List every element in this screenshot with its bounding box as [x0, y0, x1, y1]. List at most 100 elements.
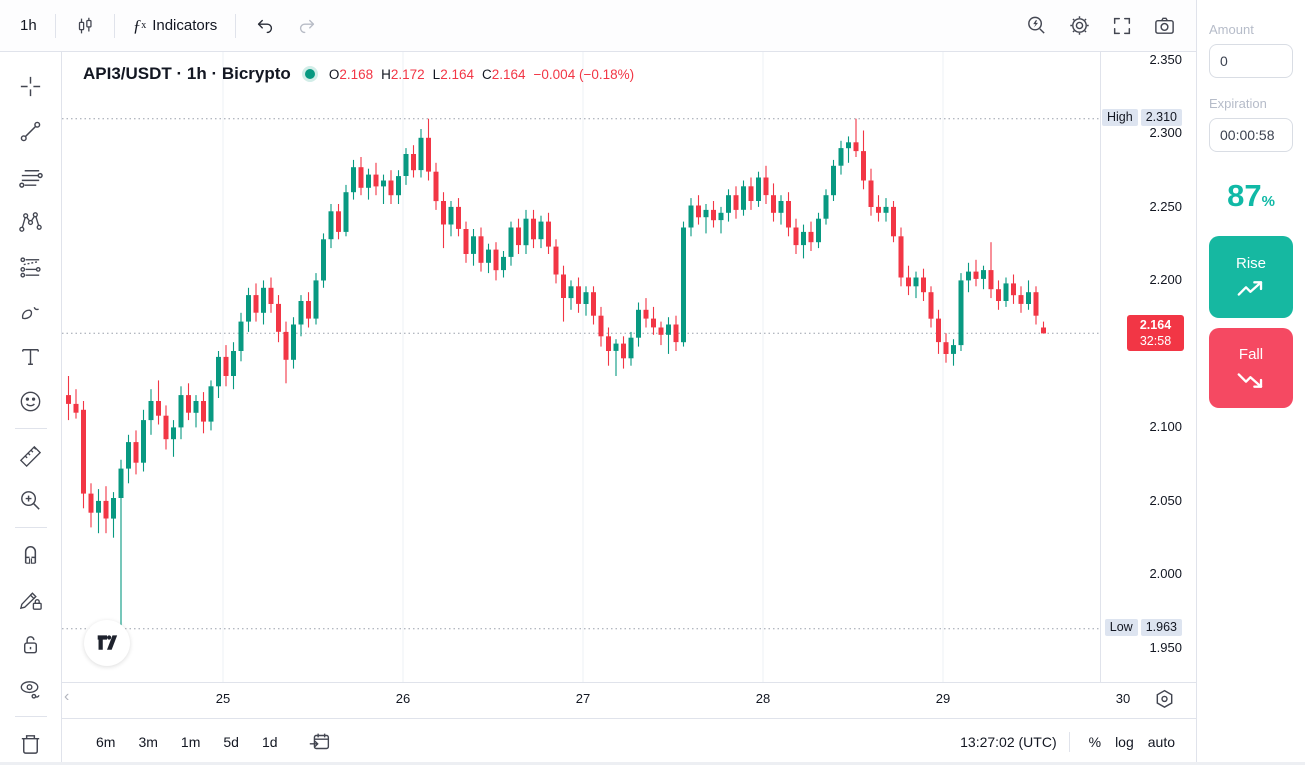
- price-tick: 2.100: [1149, 419, 1182, 435]
- bottom-toolbar: 6m 3m 1m 5d 1d 13:27:02 (UTC) % log auto: [62, 718, 1196, 765]
- last-price-badge: 2.164 32:58: [1127, 315, 1184, 352]
- fall-button[interactable]: Fall: [1209, 328, 1293, 408]
- high-label-chip: High: [1102, 109, 1138, 127]
- rise-button[interactable]: Rise: [1209, 236, 1293, 318]
- toolbar-collapse-handle[interactable]: ‹: [64, 688, 70, 705]
- price-axis[interactable]: 2.350 2.300 2.250 2.200 2.100 2.050 2.000 1.950: [1100, 52, 1196, 682]
- range-5d[interactable]: 5d: [215, 729, 247, 755]
- expiration-input[interactable]: [1209, 118, 1293, 152]
- range-6m[interactable]: 6m: [88, 729, 123, 755]
- tool-hide-all[interactable]: [9, 667, 53, 712]
- price-tick: 2.200: [1149, 272, 1182, 288]
- tool-ruler[interactable]: [9, 433, 53, 478]
- range-1m[interactable]: 1m: [173, 729, 208, 755]
- low-marker: Low 1.963: [1104, 619, 1182, 637]
- window-edge: [0, 762, 1305, 765]
- market-status-dot: [304, 69, 315, 79]
- trending-down-icon: [1236, 370, 1266, 390]
- high-value-chip: 2.310: [1140, 109, 1182, 127]
- tool-lock-all[interactable]: [9, 622, 53, 667]
- high-marker: High 2.310: [1102, 109, 1182, 127]
- time-tick: 27: [575, 691, 591, 706]
- trending-up-icon: [1236, 279, 1266, 299]
- tradingview-logo[interactable]: [84, 620, 130, 666]
- go-to-date-button[interactable]: [307, 729, 333, 755]
- payout-value: 87: [1227, 178, 1262, 213]
- fullscreen-button[interactable]: [1101, 9, 1143, 43]
- rise-label: Rise: [1235, 255, 1266, 272]
- tool-trend-line[interactable]: [9, 109, 53, 154]
- snapshot-button[interactable]: [1143, 8, 1186, 43]
- interval-button[interactable]: 1h: [10, 11, 47, 40]
- change-readout: −0.004 (−0.18%): [533, 66, 635, 82]
- chart-style-button[interactable]: [64, 9, 106, 43]
- chart-plot-area[interactable]: API3/USDT · 1h · Bicrypto O2.168 H2.172 …: [62, 52, 1196, 682]
- time-tick: 30: [1115, 691, 1131, 706]
- settings-button[interactable]: [1058, 8, 1101, 43]
- tool-brush[interactable]: [9, 289, 53, 334]
- price-tick: 2.300: [1149, 125, 1182, 141]
- tool-forecast[interactable]: [9, 244, 53, 289]
- clock-utc[interactable]: 13:27:02 (UTC): [960, 734, 1057, 750]
- tool-remove-objects[interactable]: [9, 721, 53, 765]
- tool-zoom-in[interactable]: [9, 478, 53, 523]
- payout-unit: %: [1261, 193, 1275, 210]
- payout-percентage: 87%: [1209, 178, 1293, 214]
- candlestick-style-icon: [74, 15, 96, 37]
- redo-icon: [296, 15, 318, 37]
- scale-log-button[interactable]: log: [1108, 730, 1141, 754]
- toolbar-divider: [113, 13, 115, 38]
- redo-button[interactable]: [286, 9, 328, 43]
- fullscreen-icon: [1111, 15, 1133, 37]
- tool-crosshair[interactable]: [9, 64, 53, 109]
- chart-column: API3/USDT · 1h · Bicrypto O2.168 H2.172 …: [62, 52, 1196, 765]
- range-1d[interactable]: 1d: [254, 729, 286, 755]
- range-3m[interactable]: 3m: [130, 729, 165, 755]
- price-tick: 2.250: [1149, 198, 1182, 214]
- fall-label: Fall: [1238, 346, 1264, 363]
- price-tick: 1.950: [1149, 639, 1182, 655]
- gear-icon: [1068, 14, 1091, 37]
- last-price-value: 2.164: [1139, 318, 1172, 333]
- sidebar-divider: [14, 716, 47, 717]
- price-tick: 2.350: [1149, 51, 1182, 67]
- lightning-search-icon: [1025, 14, 1048, 37]
- time-tick: 29: [935, 691, 951, 706]
- bar-countdown: 32:58: [1139, 334, 1172, 349]
- price-tick: 2.000: [1149, 566, 1182, 582]
- scale-auto-button[interactable]: auto: [1141, 730, 1182, 754]
- time-tick: 25: [215, 691, 231, 706]
- bottombar-divider: [1068, 732, 1070, 752]
- amount-label: Amount: [1209, 22, 1254, 37]
- undo-button[interactable]: [244, 9, 286, 43]
- camera-icon: [1153, 14, 1176, 37]
- drawing-toolbar: [0, 52, 62, 765]
- candlestick-chart[interactable]: [62, 52, 1100, 682]
- tool-xabcd-pattern[interactable]: [9, 199, 53, 244]
- tool-text[interactable]: [9, 334, 53, 379]
- sidebar-divider: [14, 428, 47, 429]
- interval-label: 1h: [20, 17, 37, 34]
- sidebar-divider: [14, 527, 47, 528]
- symbol-title[interactable]: API3/USDT · 1h · Bicrypto: [83, 64, 291, 83]
- axis-settings-icon[interactable]: [1153, 688, 1176, 711]
- amount-input[interactable]: [1209, 44, 1293, 78]
- toolbar-divider: [235, 13, 237, 38]
- tool-emoji[interactable]: [9, 379, 53, 424]
- low-value-chip: 1.963: [1140, 619, 1182, 637]
- toolbar-divider: [54, 13, 56, 38]
- time-axis[interactable]: ‹ 25 26 27 28 29 30: [62, 682, 1196, 718]
- tool-fib-retracement[interactable]: [9, 154, 53, 199]
- quick-search-button[interactable]: [1015, 8, 1058, 43]
- ohlc-readout: O2.168 H2.172 L2.164 C2.164 −0.004 (−0.1…: [328, 66, 635, 82]
- indicators-label: Indicators: [152, 17, 218, 34]
- price-tick: 2.050: [1149, 492, 1182, 508]
- scale-percent-button[interactable]: %: [1082, 730, 1108, 754]
- tool-drawing-mode-lock[interactable]: [9, 577, 53, 622]
- tool-magnet[interactable]: [9, 532, 53, 577]
